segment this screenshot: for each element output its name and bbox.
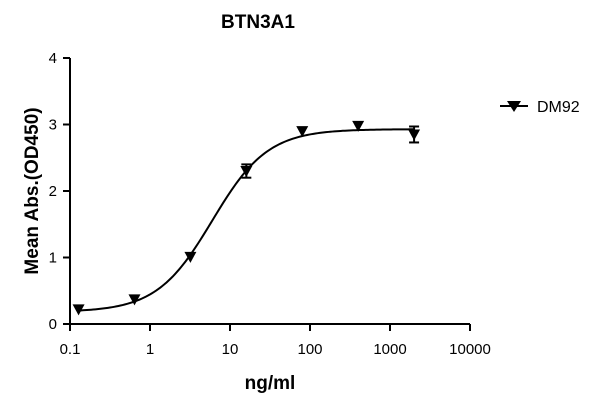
x-tick-label: 10000: [449, 341, 491, 358]
x-tick-label: 10: [222, 341, 239, 358]
data-point-triangle-down: [184, 251, 197, 263]
data-point-triangle-down: [128, 294, 141, 306]
chart-title: BTN3A1: [221, 12, 295, 33]
data-point-triangle-down: [296, 126, 309, 138]
y-ticks: 0 1 2 3 4: [49, 50, 70, 333]
data-points: [72, 120, 421, 316]
legend-label: DM92: [537, 99, 580, 116]
series-fit-curve: [78, 128, 415, 312]
y-tick-label: 4: [49, 50, 57, 67]
legend-marker-triangle-down-icon: [507, 101, 521, 112]
y-tick-label: 0: [49, 316, 57, 333]
y-tick-label: 2: [49, 183, 57, 200]
legend[interactable]: DM92: [500, 99, 580, 116]
y-axis-label: Mean Abs.(OD450): [22, 107, 43, 274]
data-point-triangle-down: [352, 120, 365, 132]
x-tick-label: 1: [146, 341, 154, 358]
x-axis-label: ng/ml: [245, 373, 296, 394]
x-tick-label: 1000: [373, 341, 406, 358]
y-tick-label: 1: [49, 250, 57, 267]
x-tick-label: 0.1: [60, 341, 81, 358]
x-ticks: 0.1 1 10 100 1000 10000: [60, 324, 491, 358]
data-point-triangle-down: [408, 129, 421, 141]
x-tick-label: 100: [297, 341, 322, 358]
data-point-triangle-down: [72, 304, 85, 316]
y-tick-label: 3: [49, 117, 57, 134]
data-point-triangle-down: [240, 166, 253, 178]
